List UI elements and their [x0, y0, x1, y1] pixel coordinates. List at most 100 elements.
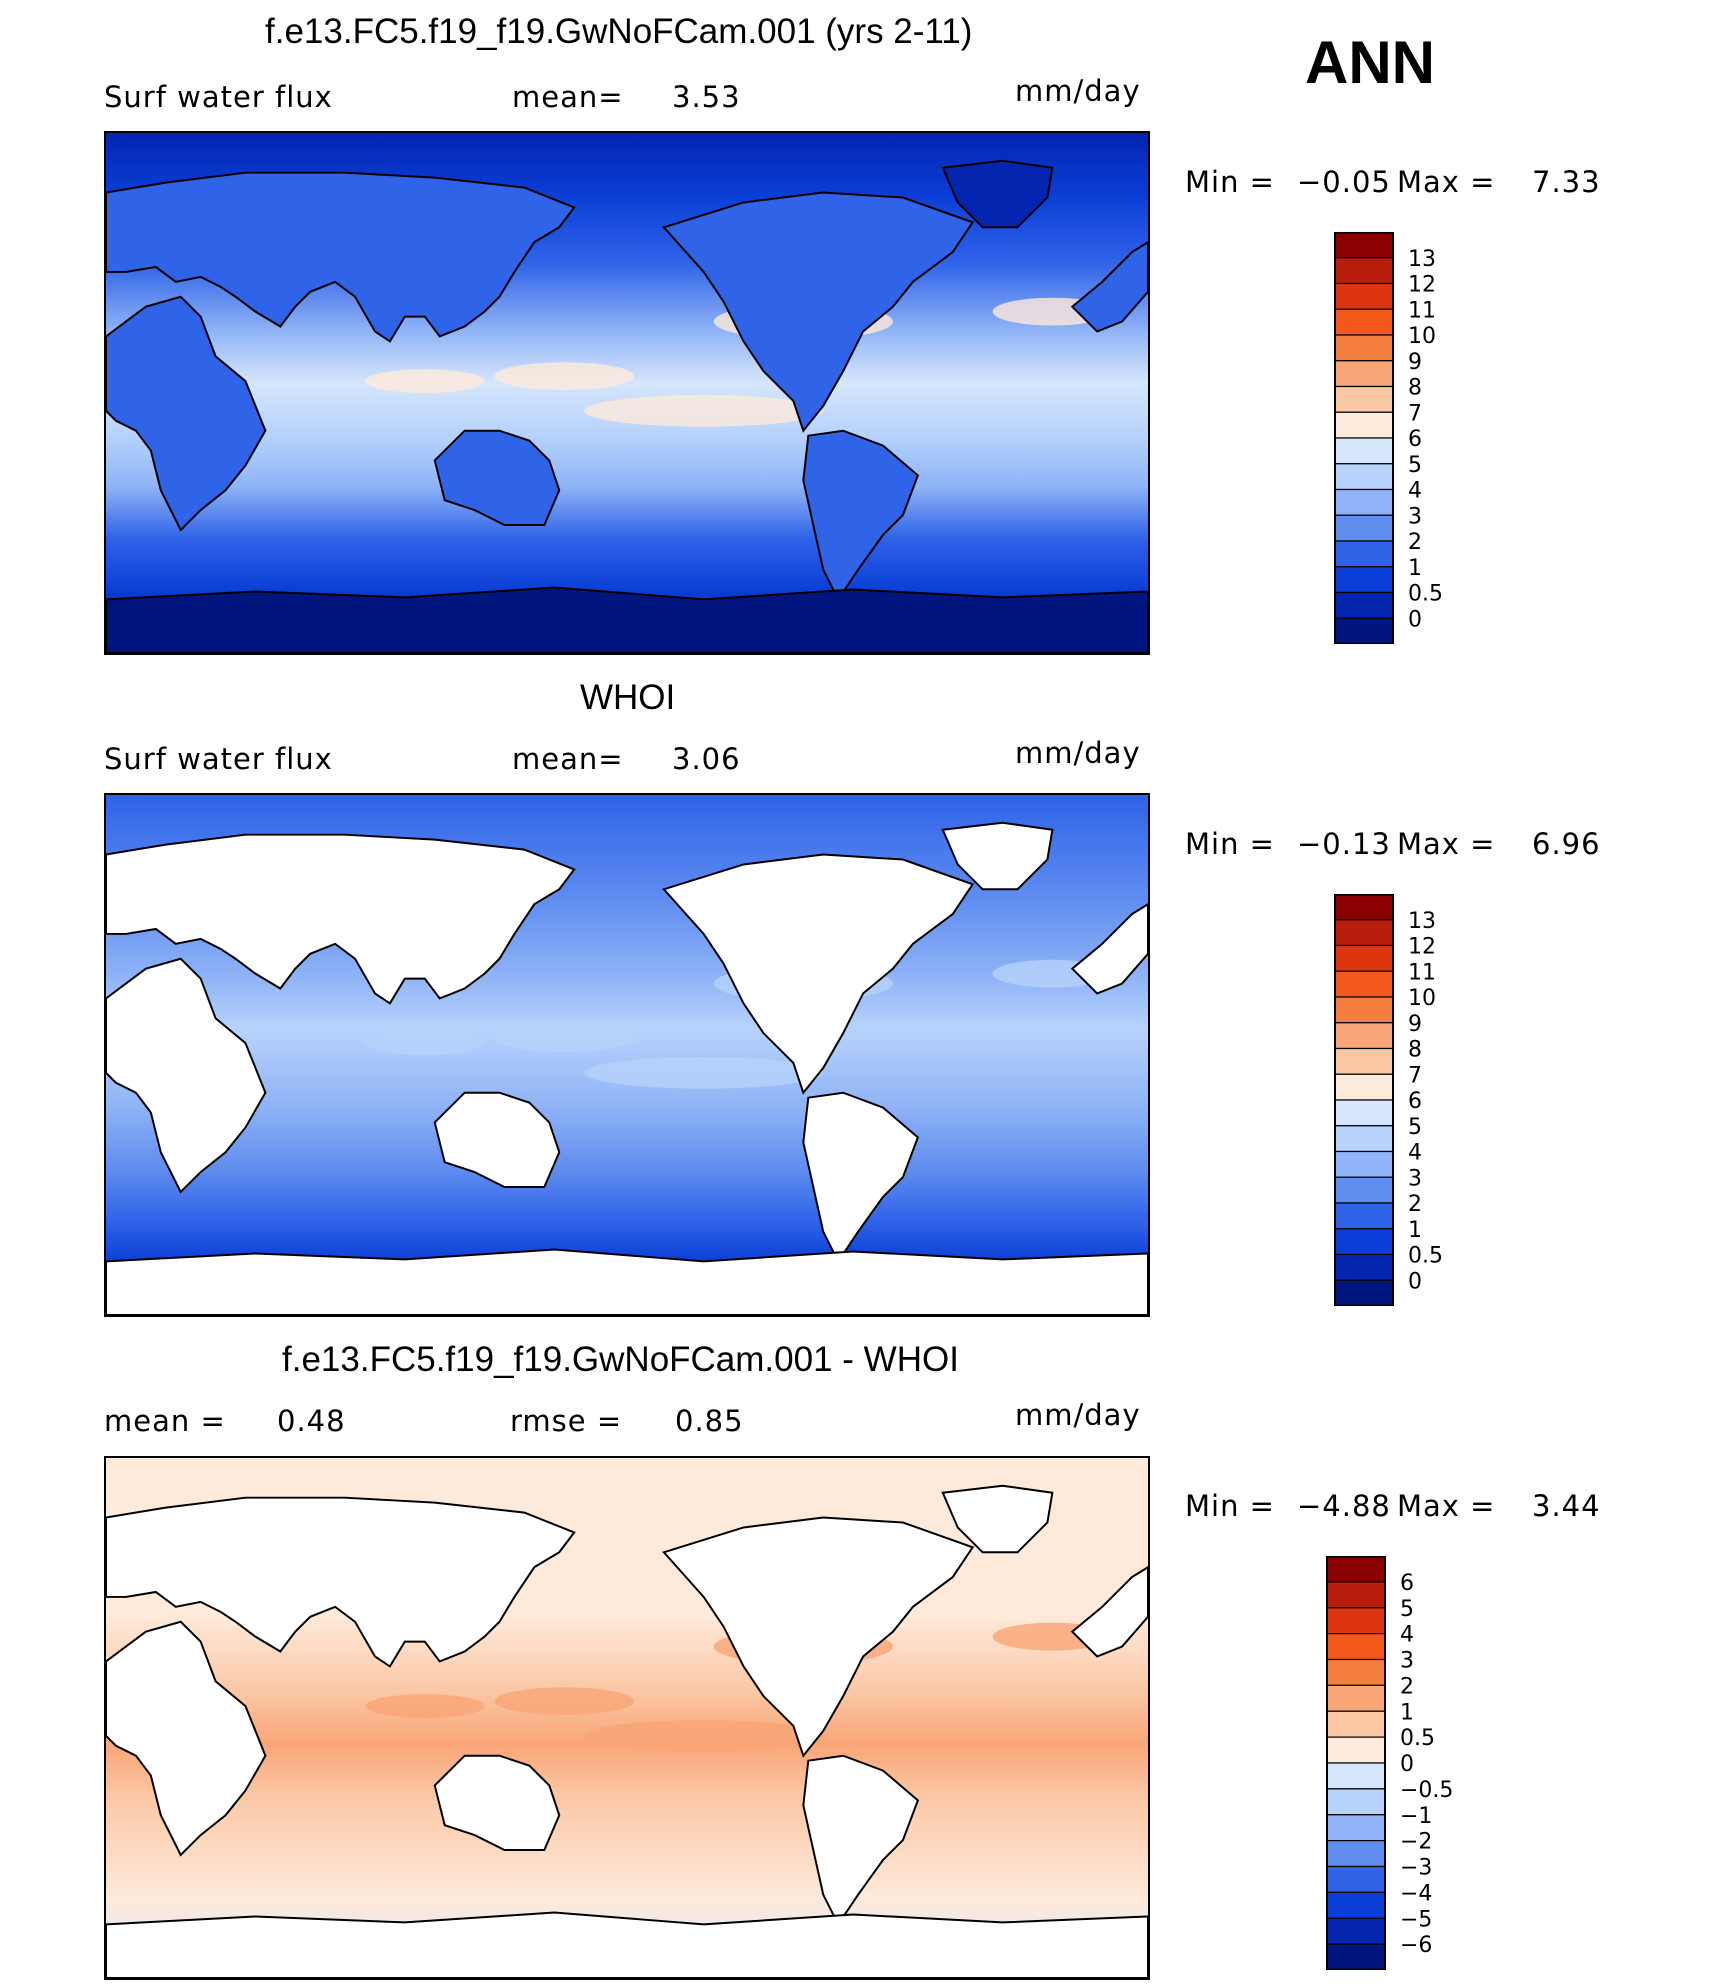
panel-3-rmse-label: rmse = — [510, 1404, 623, 1438]
panel-2-colorbar-swatch — [1334, 893, 1394, 921]
panel-2-colorbar-swatch — [1334, 1279, 1394, 1307]
panel-1-units: mm/day — [1015, 74, 1141, 108]
panel-2-max-label: Max = — [1397, 827, 1496, 861]
panel-1-colorbar-swatch — [1334, 231, 1394, 259]
panel-1-colorbar-swatch — [1334, 540, 1394, 568]
panel-2-min-label: Min = — [1185, 827, 1275, 861]
panel-3-map — [104, 1456, 1150, 1980]
panel-1-colorbar-tick-label: 1 — [1408, 556, 1422, 581]
panel-1-colorbar-swatch — [1334, 488, 1394, 516]
panel-3-colorbar-tick-label: 0 — [1400, 1752, 1414, 1777]
panel-2-colorbar-tick-label: 11 — [1408, 960, 1436, 985]
panel-1-colorbar-swatch — [1334, 334, 1394, 362]
panel-2-mean-label: mean= — [512, 742, 624, 776]
panel-3-colorbar-tick-label: 0.5 — [1400, 1726, 1435, 1751]
panel-2-colorbar-tick-label: 4 — [1408, 1141, 1422, 1166]
panel-2-colorbar-tick-label: 12 — [1408, 935, 1436, 960]
panel-2-colorbar-swatch — [1334, 1125, 1394, 1153]
panel-2-colorbar-swatch — [1334, 919, 1394, 947]
panel-1-max-value: 7.33 — [1532, 165, 1601, 199]
panel-1-mean-label: mean= — [512, 80, 624, 114]
panel-3-mean-value: 0.48 — [277, 1404, 346, 1438]
panel-3-colorbar-tick-label: −1 — [1400, 1804, 1432, 1829]
panel-2-mean-value: 3.06 — [672, 742, 741, 776]
panel-3-colorbar-swatch — [1326, 1943, 1386, 1971]
panel-1-min-value: −0.05 — [1297, 165, 1391, 199]
panel-3-colorbar-swatch — [1326, 1891, 1386, 1919]
panel-3-mean-label: mean = — [104, 1404, 226, 1438]
panel-3-units: mm/day — [1015, 1398, 1141, 1432]
panel-3-colorbar-tick-label: 3 — [1400, 1649, 1414, 1674]
panel-2-colorbar-swatch — [1334, 1253, 1394, 1281]
panel-1-colorbar-swatch — [1334, 514, 1394, 542]
panel-1-mean-value: 3.53 — [672, 80, 741, 114]
panel-1-colorbar-swatch — [1334, 360, 1394, 388]
panel-1-colorbar-tick-label: 9 — [1408, 350, 1422, 375]
panel-1-colorbar-tick-label: 6 — [1408, 427, 1422, 452]
panel-2-colorbar-swatch — [1334, 970, 1394, 998]
panel-1-colorbar-tick-label: 4 — [1408, 479, 1422, 504]
panel-3-colorbar-swatch — [1326, 1633, 1386, 1661]
panel-3-colorbar-tick-label: 6 — [1400, 1571, 1414, 1596]
panel-3-colorbar-swatch — [1326, 1865, 1386, 1893]
panel-2-colorbar-swatch — [1334, 1176, 1394, 1204]
panel-2-map — [104, 793, 1150, 1317]
panel-2-min-value: −0.13 — [1297, 827, 1391, 861]
panel-1-colorbar-swatch — [1334, 308, 1394, 336]
panel-1-colorbar-swatch — [1334, 257, 1394, 285]
panel-1-colorbar-tick-label: 10 — [1408, 324, 1436, 349]
panel-3-colorbar-swatch — [1326, 1684, 1386, 1712]
panel-1-title: f.e13.FC5.f19_f19.GwNoFCam.001 (yrs 2-11… — [265, 12, 973, 51]
panel-3-colorbar-swatch — [1326, 1710, 1386, 1738]
panel-3-colorbar-tick-label: −0.5 — [1400, 1778, 1453, 1803]
panel-3-rmse-value: 0.85 — [675, 1404, 744, 1438]
panel-2-variable-label: Surf water flux — [104, 742, 333, 776]
panel-2-colorbar-swatch — [1334, 1047, 1394, 1075]
panel-2-colorbar-swatch — [1334, 996, 1394, 1024]
panel-3-colorbar-tick-label: −3 — [1400, 1856, 1432, 1881]
panel-3-min-value: −4.88 — [1297, 1489, 1391, 1523]
panel-2-max-value: 6.96 — [1532, 827, 1601, 861]
panel-3-max-value: 3.44 — [1532, 1489, 1601, 1523]
panel-2-colorbar-swatch — [1334, 1202, 1394, 1230]
panel-3-colorbar-swatch — [1326, 1917, 1386, 1945]
panel-1-colorbar-tick-label: 12 — [1408, 273, 1436, 298]
panel-1-colorbar-tick-label: 3 — [1408, 504, 1422, 529]
panel-3-colorbar-swatch — [1326, 1581, 1386, 1609]
panel-3-colorbar-swatch — [1326, 1840, 1386, 1868]
panel-1-colorbar-swatch — [1334, 591, 1394, 619]
panel-2-colorbar-swatch — [1334, 1022, 1394, 1050]
panel-3-colorbar-tick-label: −5 — [1400, 1907, 1432, 1932]
panel-1-colorbar-swatch — [1334, 437, 1394, 465]
panel-2-colorbar-tick-label: 7 — [1408, 1063, 1422, 1088]
panel-1-colorbar-tick-label: 8 — [1408, 376, 1422, 401]
panel-2-colorbar-tick-label: 3 — [1408, 1166, 1422, 1191]
panel-3-colorbar-tick-label: 2 — [1400, 1674, 1414, 1699]
panel-3-min-label: Min = — [1185, 1489, 1275, 1523]
panel-2-colorbar-swatch — [1334, 1099, 1394, 1127]
panel-3-title: f.e13.FC5.f19_f19.GwNoFCam.001 - WHOI — [282, 1340, 959, 1379]
panel-2-colorbar-swatch — [1334, 1073, 1394, 1101]
season-label: ANN — [1305, 29, 1435, 96]
panel-2-colorbar-tick-label: 0.5 — [1408, 1244, 1443, 1269]
panel-1-variable-label: Surf water flux — [104, 80, 333, 114]
panel-3-colorbar-swatch — [1326, 1762, 1386, 1790]
panel-3-colorbar-tick-label: 4 — [1400, 1623, 1414, 1648]
panel-2-colorbar-swatch — [1334, 1150, 1394, 1178]
panel-2-colorbar-tick-label: 1 — [1408, 1218, 1422, 1243]
panel-1-colorbar-swatch — [1334, 282, 1394, 310]
panel-2-colorbar-tick-label: 5 — [1408, 1115, 1422, 1140]
panel-2-colorbar-tick-label: 8 — [1408, 1038, 1422, 1063]
panel-1-max-label: Max = — [1397, 165, 1496, 199]
panel-1-colorbar-tick-label: 2 — [1408, 530, 1422, 555]
panel-3-colorbar-swatch — [1326, 1607, 1386, 1635]
panel-2-title: WHOI — [580, 678, 676, 717]
panel-3-max-label: Max = — [1397, 1489, 1496, 1523]
panel-1-colorbar-tick-label: 11 — [1408, 298, 1436, 323]
panel-3-colorbar-tick-label: 1 — [1400, 1700, 1414, 1725]
panel-3-colorbar-swatch — [1326, 1814, 1386, 1842]
panel-2-colorbar-tick-label: 13 — [1408, 909, 1436, 934]
panel-3-colorbar-tick-label: −6 — [1400, 1933, 1432, 1958]
panel-2-colorbar-tick-label: 0 — [1408, 1269, 1422, 1294]
panel-3-colorbar: 6 5 4 3 2 1 0.5 0 −0.5 −1 −2 −3 −4 −5 −6 — [1326, 1555, 1506, 1971]
